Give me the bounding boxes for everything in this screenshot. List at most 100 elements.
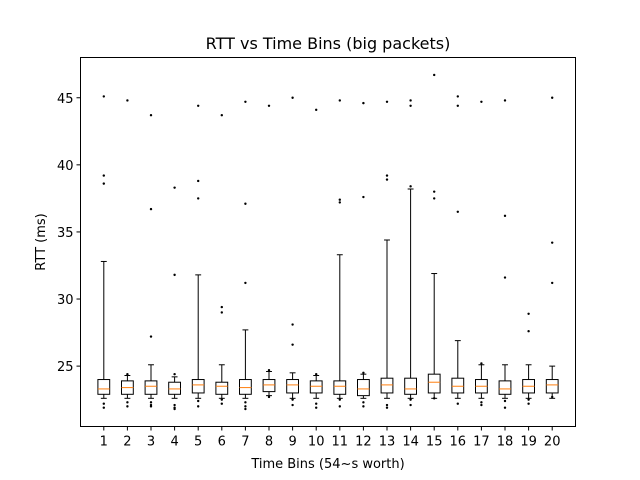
outlier-point xyxy=(197,399,200,403)
outlier-point xyxy=(527,398,530,401)
outlier-point xyxy=(244,281,247,285)
y-axis: 25 30 35 40 45 xyxy=(57,92,81,375)
outlier-point xyxy=(315,402,318,405)
iqr-box xyxy=(191,379,205,394)
iqr-box xyxy=(144,380,158,395)
box-18 xyxy=(498,99,512,409)
x-tick-label: 9 xyxy=(288,435,296,450)
x-tick-label: 4 xyxy=(170,435,178,450)
outlier-point xyxy=(480,362,483,365)
iqr-box xyxy=(97,379,111,395)
iqr-box xyxy=(404,377,418,395)
outlier-point xyxy=(291,323,294,326)
box-8 xyxy=(262,104,276,399)
box-4 xyxy=(168,186,181,411)
outlier-point xyxy=(102,174,106,177)
outlier-point xyxy=(315,372,318,376)
iqr-box xyxy=(451,377,465,394)
outlier-point xyxy=(267,395,271,399)
outlier-point xyxy=(102,406,106,409)
outlier-point xyxy=(244,100,247,103)
x-tick-label: 14 xyxy=(402,435,419,450)
x-tick-label: 16 xyxy=(450,435,467,450)
x-tick-label: 15 xyxy=(426,435,443,450)
box-3 xyxy=(144,113,158,408)
outlier-point xyxy=(197,179,200,183)
chart-title: RTT vs Time Bins (big packets) xyxy=(206,34,451,53)
outlier-point xyxy=(126,99,129,102)
box-15 xyxy=(427,73,441,400)
outlier-point xyxy=(480,403,483,407)
box-6 xyxy=(215,113,229,405)
outlier-point xyxy=(362,101,365,105)
x-tick-label: 13 xyxy=(379,435,396,450)
outlier-point xyxy=(527,330,530,333)
x-tick-label: 2 xyxy=(123,435,131,450)
outlier-point xyxy=(102,402,106,405)
outlier-point xyxy=(291,403,294,407)
outlier-point xyxy=(291,398,294,401)
outlier-point xyxy=(149,405,153,408)
iqr-box xyxy=(239,379,252,395)
box-7 xyxy=(239,100,252,411)
outlier-point xyxy=(385,403,389,407)
box-14 xyxy=(404,99,418,407)
y-tick-label: 25 xyxy=(57,360,74,375)
outlier-point xyxy=(315,108,318,112)
outlier-point xyxy=(433,197,436,200)
iqr-box xyxy=(357,379,370,397)
outlier-point xyxy=(291,96,294,99)
outlier-point xyxy=(149,401,153,404)
iqr-box xyxy=(262,379,276,393)
outlier-point xyxy=(362,195,365,199)
outlier-point xyxy=(503,399,507,403)
box-19 xyxy=(522,312,536,405)
outlier-point xyxy=(149,113,153,117)
outlier-point xyxy=(267,104,271,108)
x-tick-label: 10 xyxy=(308,435,325,450)
outlier-point xyxy=(362,405,365,408)
box-2 xyxy=(121,99,134,408)
box-1 xyxy=(97,95,111,409)
outlier-point xyxy=(456,402,459,405)
x-tick-label: 3 xyxy=(147,435,155,450)
box-11 xyxy=(333,99,347,408)
box-5 xyxy=(191,104,205,408)
outlier-point xyxy=(456,95,459,98)
outlier-point xyxy=(385,100,389,103)
outlier-point xyxy=(551,241,554,244)
iqr-box xyxy=(498,380,512,395)
outlier-point xyxy=(551,96,554,99)
outlier-point xyxy=(220,311,223,314)
x-tick-label: 12 xyxy=(355,435,372,450)
outlier-point xyxy=(385,178,389,181)
outlier-point xyxy=(551,281,554,285)
y-tick-label: 35 xyxy=(57,226,74,241)
outlier-point xyxy=(503,406,507,409)
iqr-box xyxy=(286,379,300,394)
x-axis-label: Time Bins (54~s worth) xyxy=(250,457,404,472)
outlier-point xyxy=(102,182,106,185)
outlier-point xyxy=(102,95,106,98)
x-tick-label: 8 xyxy=(265,435,273,450)
outlier-point xyxy=(338,201,341,204)
outlier-point xyxy=(480,100,483,103)
x-tick-label: 5 xyxy=(194,435,202,450)
box-12 xyxy=(357,101,370,408)
outlier-point xyxy=(480,401,483,404)
outlier-point xyxy=(338,405,341,408)
outlier-point xyxy=(527,312,530,315)
box-13 xyxy=(380,100,394,409)
x-axis: 1 2 3 4 5 6 7 8 9 10 11 12 13 14 15 16 17 18 19 20 xyxy=(100,426,560,450)
outlier-point xyxy=(244,405,247,408)
outlier-point xyxy=(409,99,412,102)
outlier-point xyxy=(433,190,436,193)
outlier-point xyxy=(456,210,459,214)
y-axis-label: RTT (ms) xyxy=(34,213,49,270)
outlier-point xyxy=(338,198,341,201)
outlier-point xyxy=(149,335,153,338)
outlier-point xyxy=(126,372,129,376)
outlier-point xyxy=(362,401,365,404)
outlier-point xyxy=(503,214,507,218)
